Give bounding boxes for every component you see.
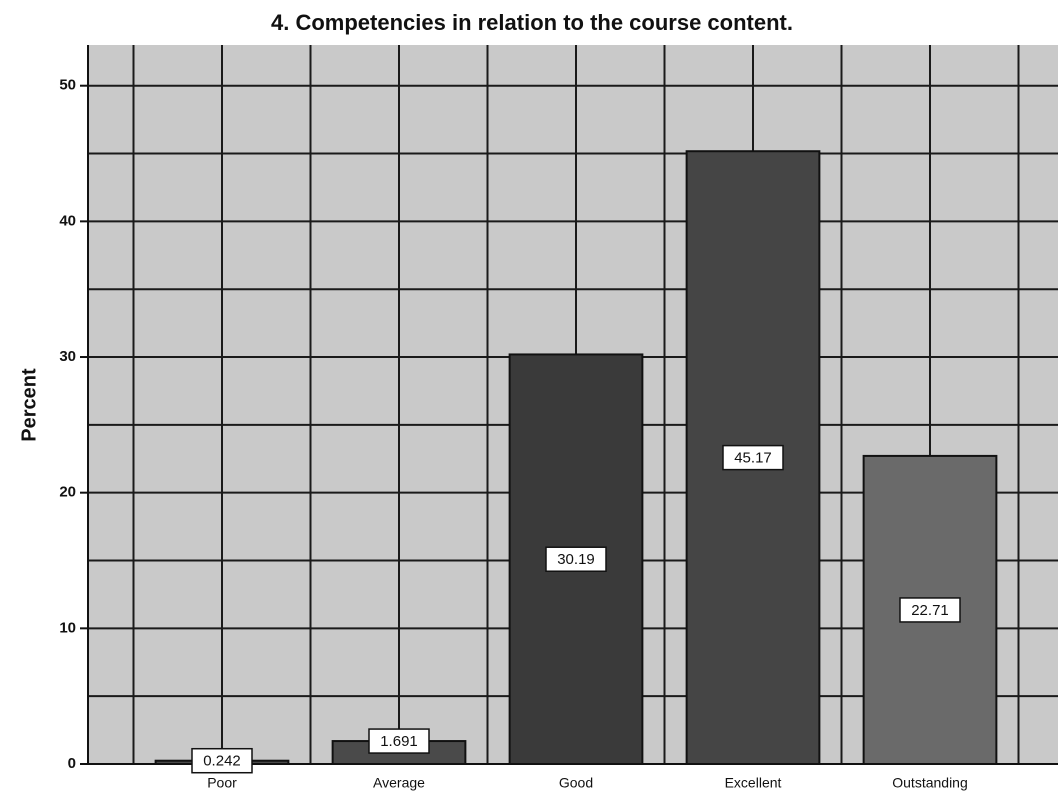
value-label: 1.691 (380, 733, 418, 750)
y-tick-label: 10 (59, 619, 76, 636)
x-tick-label: Poor (207, 775, 237, 791)
value-label: 0.242 (203, 753, 241, 770)
value-label-box (191, 747, 253, 774)
y-axis-label: Percent (18, 368, 40, 442)
value-label-box (545, 546, 607, 572)
x-tick-label: Excellent (725, 775, 782, 791)
y-tick-label: 20 (59, 484, 76, 501)
plot: 0 10 20 30 40 50 Poor 0.242 Average 1.691 Good 30.1… (59, 45, 1058, 791)
y-tick-label: 40 (59, 212, 76, 229)
y-tick-label: 30 (59, 348, 76, 365)
y-tick-label: 0 (68, 755, 76, 772)
value-label: 22.71 (911, 602, 949, 619)
value-label-box (722, 444, 784, 471)
x-tick-label: Average (373, 775, 425, 791)
x-tick-label: Good (559, 775, 593, 791)
value-label: 45.17 (734, 450, 772, 467)
chart-title: 4. Competencies in relation to the cours… (271, 10, 793, 35)
y-tick-label: 50 (59, 77, 76, 94)
value-label-box (899, 597, 961, 623)
x-tick-label: Outstanding (892, 775, 968, 791)
value-label: 30.19 (557, 551, 595, 568)
value-label-box (368, 728, 430, 754)
